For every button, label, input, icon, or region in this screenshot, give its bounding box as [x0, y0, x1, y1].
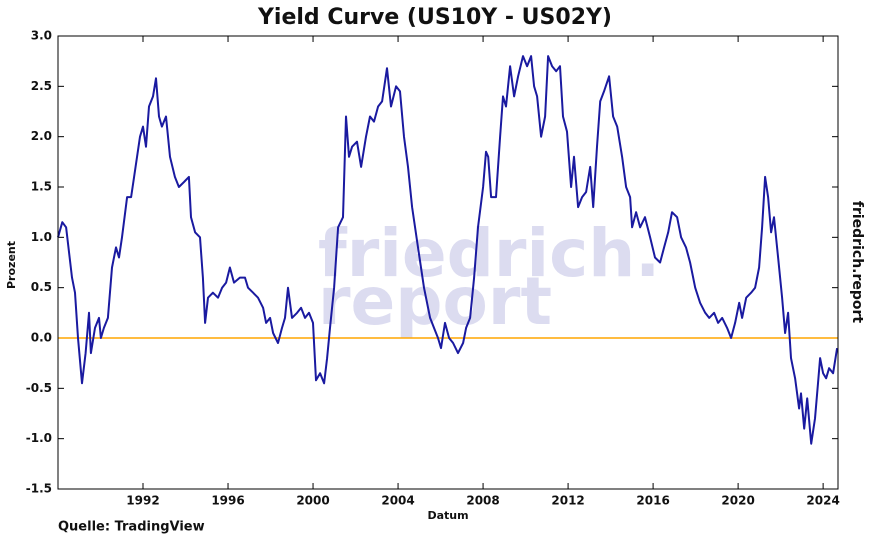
source: Quelle: TradingView	[58, 520, 205, 535]
y-axis-label: Prozent	[5, 241, 18, 289]
watermark: friedrich.	[318, 215, 660, 292]
plot-frame	[57, 35, 839, 490]
x-tick-label: 2012	[551, 494, 584, 508]
y-tick-label: 0.5	[31, 280, 52, 294]
x-tick-label: 2000	[296, 494, 329, 508]
side-label: friedrich.report	[849, 201, 865, 324]
y-tick-label: 3.0	[31, 29, 52, 43]
x-tick-label: 2016	[636, 494, 669, 508]
y-tick-label: -1.0	[26, 431, 52, 445]
x-tick-label: 2008	[466, 494, 499, 508]
x-tick-label: 2024	[806, 494, 839, 508]
chart-title: Yield Curve (US10Y - US02Y)	[257, 5, 612, 30]
y-tick-label: -0.5	[26, 381, 52, 395]
x-tick-label: 1996	[211, 494, 244, 508]
x-tick-label: 2004	[381, 494, 414, 508]
x-tick-label: 1992	[126, 494, 159, 508]
y-tick-label: 0.0	[31, 331, 52, 345]
y-tick-label: -1.5	[26, 482, 52, 496]
data-line	[57, 55, 839, 445]
y-tick-label: 2.5	[31, 79, 52, 93]
x-tick-label: 2020	[721, 494, 754, 508]
y-tick-label: 1.5	[31, 180, 52, 194]
watermark: report	[318, 263, 552, 340]
y-tick-label: 1.0	[31, 230, 52, 244]
x-axis-label: Datum	[427, 509, 468, 522]
y-tick-label: 2.0	[31, 129, 52, 143]
